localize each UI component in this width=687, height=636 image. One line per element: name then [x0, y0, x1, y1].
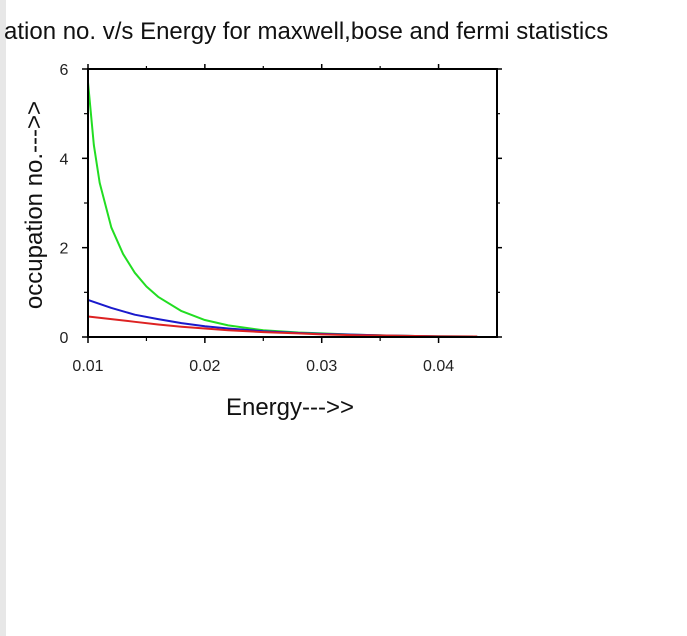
series-layer — [87, 82, 478, 338]
y-axis-label: occupation no.--->> — [21, 101, 48, 309]
x-tick-label: 0.03 — [306, 358, 337, 375]
window-left-edge — [0, 0, 6, 636]
x-tick-label: 0.01 — [72, 358, 103, 375]
chart-title-text: ation no. v/s Energy for maxwell,bose an… — [4, 18, 609, 45]
y-tick-label: 6 — [60, 62, 69, 79]
x-tick-label: 0.02 — [189, 358, 220, 375]
chart-title: ation no. v/s Energy for maxwell,bose an… — [4, 18, 656, 46]
y-tick-label: 0 — [60, 330, 69, 347]
y-tick-label: 4 — [60, 151, 69, 168]
plot-frame — [87, 68, 498, 338]
y-tick-label: 2 — [60, 241, 69, 258]
ticks-layer: 0.01 0.02 0.03 0.04 0 2 4 6 — [60, 62, 502, 375]
x-axis-label: Energy--->> — [226, 394, 354, 421]
series-line-green — [87, 82, 478, 338]
x-tick-label: 0.04 — [423, 358, 454, 375]
series-line-red — [87, 315, 478, 338]
